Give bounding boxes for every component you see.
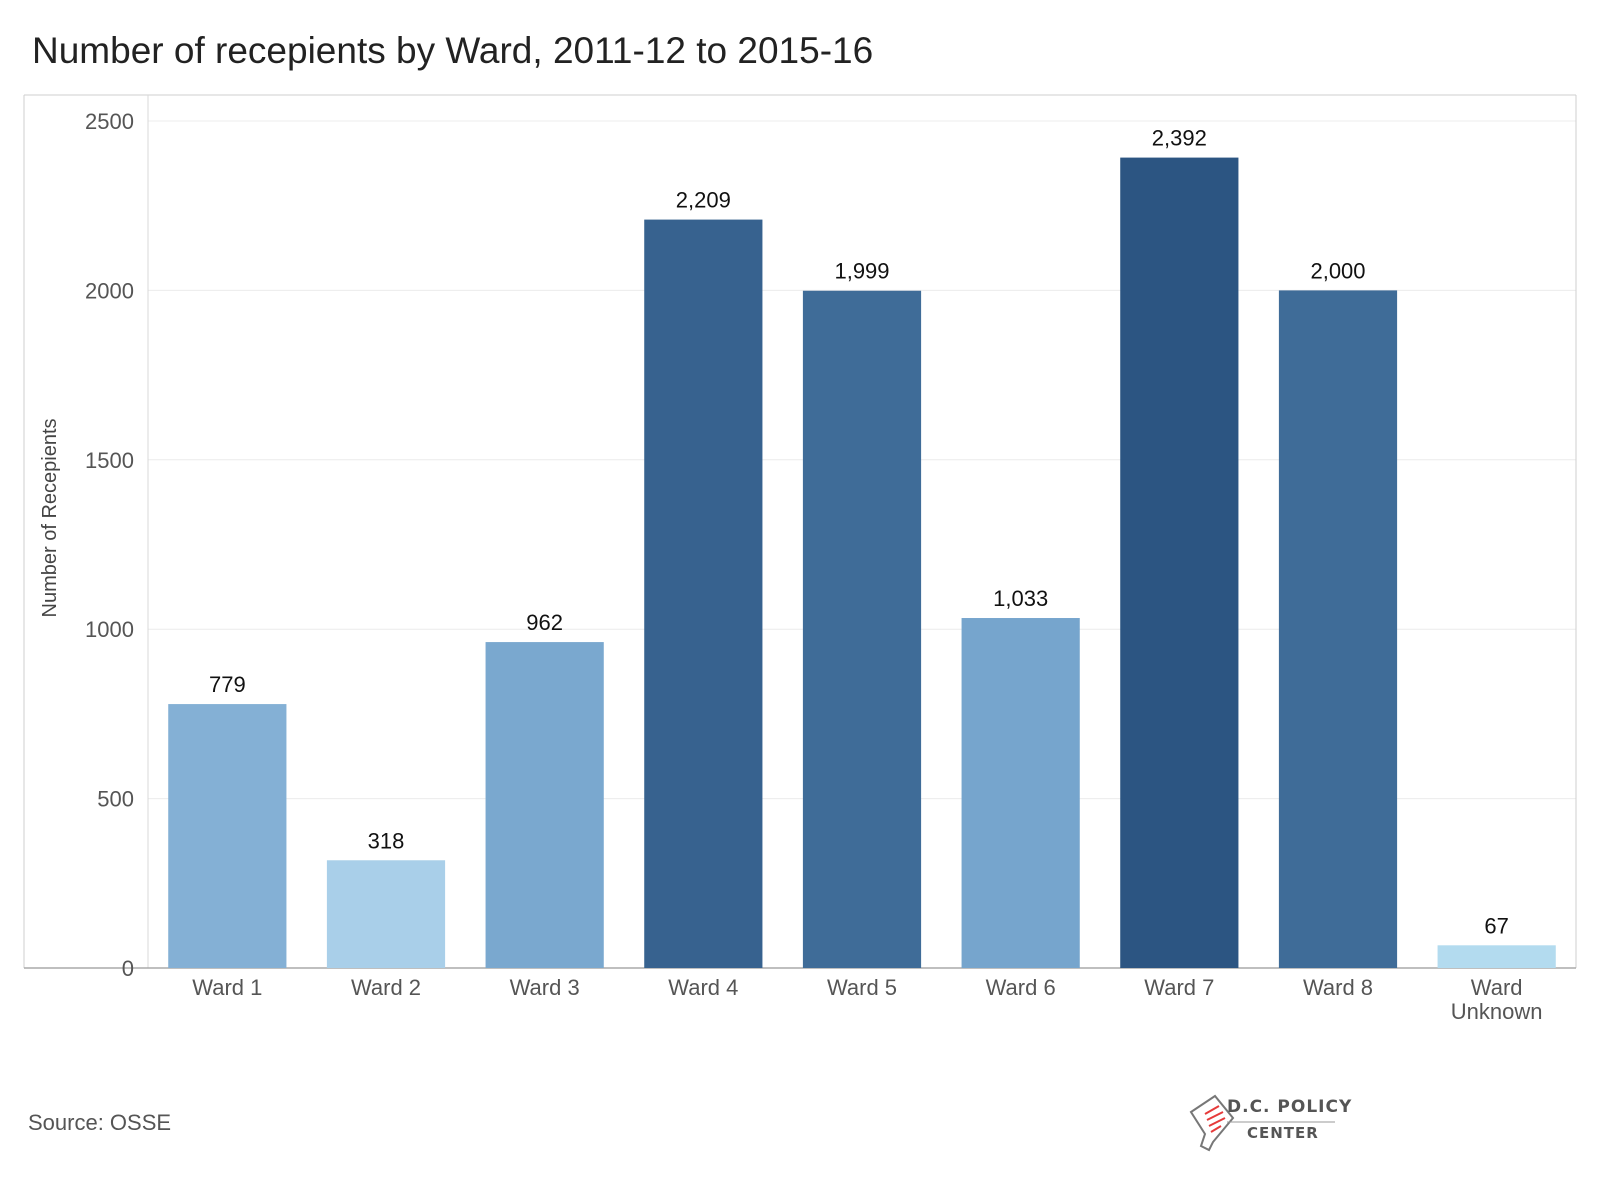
bar [802, 290, 922, 969]
y-tick-label: 0 [122, 956, 134, 981]
x-tick-label: Ward 7 [1144, 975, 1214, 1000]
dc-map-icon [1189, 1094, 1235, 1152]
x-tick-label: Ward 2 [351, 975, 421, 1000]
logo-line1: D.C. POLICY [1227, 1097, 1352, 1117]
bar-value-label: 1,033 [993, 586, 1048, 611]
bar-value-label: 67 [1484, 913, 1508, 938]
bar [1278, 290, 1398, 968]
source-note: Source: OSSE [28, 1110, 172, 1135]
bar [1120, 157, 1239, 968]
bar-value-label: 2,392 [1152, 126, 1207, 151]
bar [644, 219, 763, 968]
y-tick-label: 1000 [85, 617, 134, 642]
y-tick-label: 1500 [85, 448, 134, 473]
bar-value-label: 318 [368, 828, 405, 853]
y-tick-label: 2000 [85, 278, 134, 303]
y-tick-label: 500 [97, 787, 134, 812]
y-tick-label: 2500 [85, 109, 134, 134]
dc-policy-center-logo: D.C. POLICY CENTER [1189, 1094, 1352, 1152]
bar [326, 860, 446, 968]
bar-value-label: 779 [209, 672, 246, 697]
bar-value-label: 2,000 [1310, 258, 1365, 283]
bar-value-label: 2,209 [676, 188, 731, 213]
logo-line2: CENTER [1247, 1124, 1319, 1142]
chart-title: Number of recepients by Ward, 2011-12 to… [32, 30, 874, 71]
x-tick-label: Ward 3 [510, 975, 580, 1000]
x-tick-label: Ward Unknown [1451, 975, 1543, 1024]
x-tick-label: Ward 6 [986, 975, 1056, 1000]
bar [961, 618, 1080, 968]
x-tick-label: Ward 1 [192, 975, 262, 1000]
x-tick-label: Ward 4 [668, 975, 738, 1000]
bar [485, 642, 604, 968]
x-tick-label: Ward 8 [1303, 975, 1373, 1000]
bar-value-label: 1,999 [834, 259, 889, 284]
y-axis-label: Number of Recepients [39, 419, 61, 618]
bar-chart: 0 500 1000 1500 2000 2500 779 Ward 1 318 Ward 2 96… [23, 94, 1577, 1024]
bar [1437, 945, 1556, 968]
x-tick-label: Ward 5 [827, 975, 897, 1000]
bar-value-label: 962 [526, 610, 563, 635]
bar [168, 704, 287, 968]
